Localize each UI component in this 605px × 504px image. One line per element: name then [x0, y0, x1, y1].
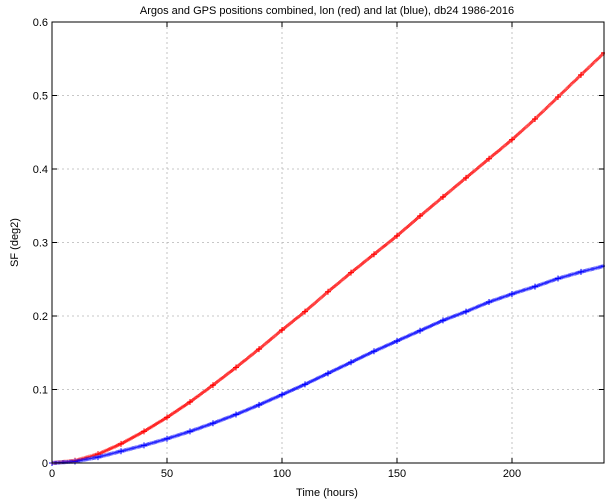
chart-title: Argos and GPS positions combined, lon (r…	[140, 5, 514, 17]
x-axis-label: Time (hours)	[296, 487, 358, 499]
series-marker-trail	[50, 50, 605, 465]
x-tick-label: 200	[503, 468, 521, 480]
x-tick-label: 150	[388, 468, 406, 480]
y-tick-label: 0.3	[33, 238, 48, 250]
x-tick-label: 0	[49, 468, 55, 480]
y-axis-label: SF (deg2)	[9, 218, 21, 267]
y-tick-label: 0.2	[33, 311, 48, 323]
y-tick-label: 0.5	[33, 91, 48, 103]
series-trail-path	[50, 50, 605, 465]
series-points	[49, 49, 605, 466]
x-tick-label: 50	[161, 468, 173, 480]
x-tick-label: 100	[273, 468, 291, 480]
plot-area	[49, 49, 605, 466]
axis-ticks: 0 50 100 150 200 0 0.1 0.2 0.3 0.4 0.5 0.6	[33, 17, 604, 480]
grid	[52, 22, 604, 463]
y-tick-label: 0.4	[33, 164, 48, 176]
y-tick-label: 0	[42, 458, 48, 470]
y-tick-label: 0.6	[33, 17, 48, 29]
y-tick-label: 0.1	[33, 385, 48, 397]
